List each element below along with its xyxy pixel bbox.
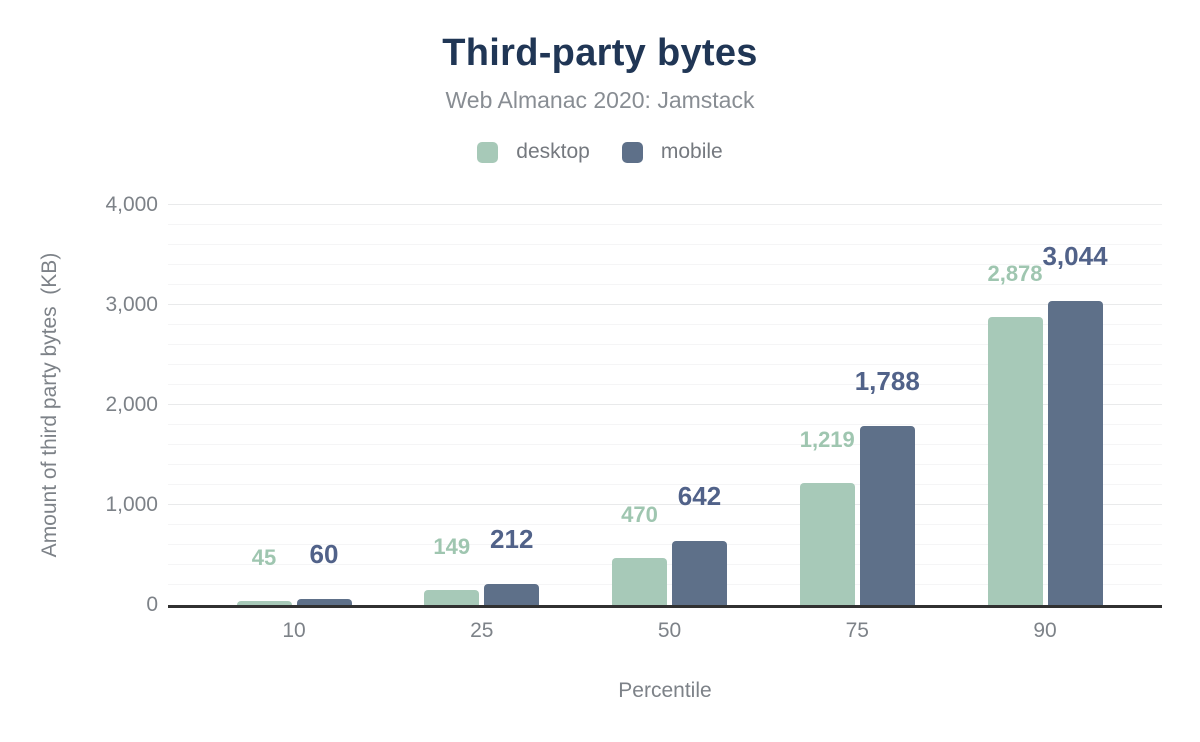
value-label-mobile-p75: 1,788 (854, 366, 920, 397)
value-label-mobile-p90: 3,044 (1042, 240, 1108, 271)
value-label-desktop-p90: 2,878 (987, 261, 1043, 287)
bar-mobile-p10[interactable] (296, 599, 352, 605)
chart-title: Third-party bytes (442, 32, 758, 74)
desktop-swatch-icon (477, 141, 499, 163)
minor-gridline (168, 464, 1162, 465)
y-tick-label: 3,000 (105, 293, 158, 316)
legend-item-desktop: desktop (477, 140, 590, 164)
minor-gridline (168, 284, 1162, 285)
value-label-mobile-p50: 642 (677, 480, 722, 511)
chart-subtitle: Web Almanac 2020: Jamstack (445, 87, 755, 113)
bar-mobile-p25[interactable] (484, 583, 540, 605)
major-gridline (168, 204, 1162, 205)
bar-desktop-p10[interactable] (236, 600, 292, 605)
value-label-mobile-p10: 60 (309, 539, 339, 569)
x-tick-label: 90 (1033, 619, 1057, 642)
chart-legend: desktop mobile (0, 140, 1200, 164)
major-gridline (168, 504, 1162, 505)
x-tick-label: 50 (657, 619, 682, 642)
y-tick-label: 0 (146, 593, 158, 616)
legend-label-desktop: desktop (516, 140, 590, 163)
bar-mobile-p50[interactable] (672, 540, 727, 605)
major-gridline (168, 404, 1162, 405)
minor-gridline (168, 224, 1162, 225)
plot-area: 45 60 149 212 470 642 1,219 1,788 2,878 3,044 (168, 204, 1162, 608)
y-tick-label: 2,000 (105, 393, 158, 416)
value-label-desktop-p50: 470 (621, 502, 658, 527)
minor-gridline (168, 344, 1162, 345)
minor-gridline (168, 324, 1162, 325)
minor-gridline (168, 524, 1162, 525)
bar-mobile-p75[interactable] (859, 426, 915, 605)
x-tick-label: 75 (845, 619, 869, 642)
x-tick-label: 10 (282, 619, 306, 642)
bar-mobile-p90[interactable] (1047, 300, 1103, 605)
legend-label-mobile: mobile (660, 140, 723, 163)
minor-gridline (168, 244, 1162, 245)
minor-gridline (168, 364, 1162, 365)
bar-desktop-p75[interactable] (799, 483, 855, 605)
minor-gridline (168, 444, 1162, 445)
mobile-swatch-icon (621, 141, 643, 163)
minor-gridline (168, 484, 1162, 485)
minor-gridline (168, 264, 1162, 265)
legend-item-mobile: mobile (621, 140, 723, 164)
minor-gridline (168, 544, 1162, 545)
value-label-desktop-p75: 1,219 (799, 427, 855, 453)
value-label-mobile-p25: 212 (490, 523, 534, 554)
bar-desktop-p90[interactable] (987, 317, 1043, 605)
y-tick-label: 4,000 (105, 193, 158, 216)
bar-desktop-p25[interactable] (424, 590, 480, 605)
minor-gridline (168, 424, 1162, 425)
major-gridline (168, 304, 1162, 305)
value-label-desktop-p10: 45 (251, 544, 277, 570)
bar-desktop-p50[interactable] (612, 558, 667, 605)
value-label-desktop-p25: 149 (433, 534, 471, 560)
x-tick-label: 25 (470, 619, 494, 642)
y-tick-label: 1,000 (105, 493, 158, 516)
x-axis-title: Percentile (618, 679, 712, 702)
minor-gridline (168, 384, 1162, 385)
